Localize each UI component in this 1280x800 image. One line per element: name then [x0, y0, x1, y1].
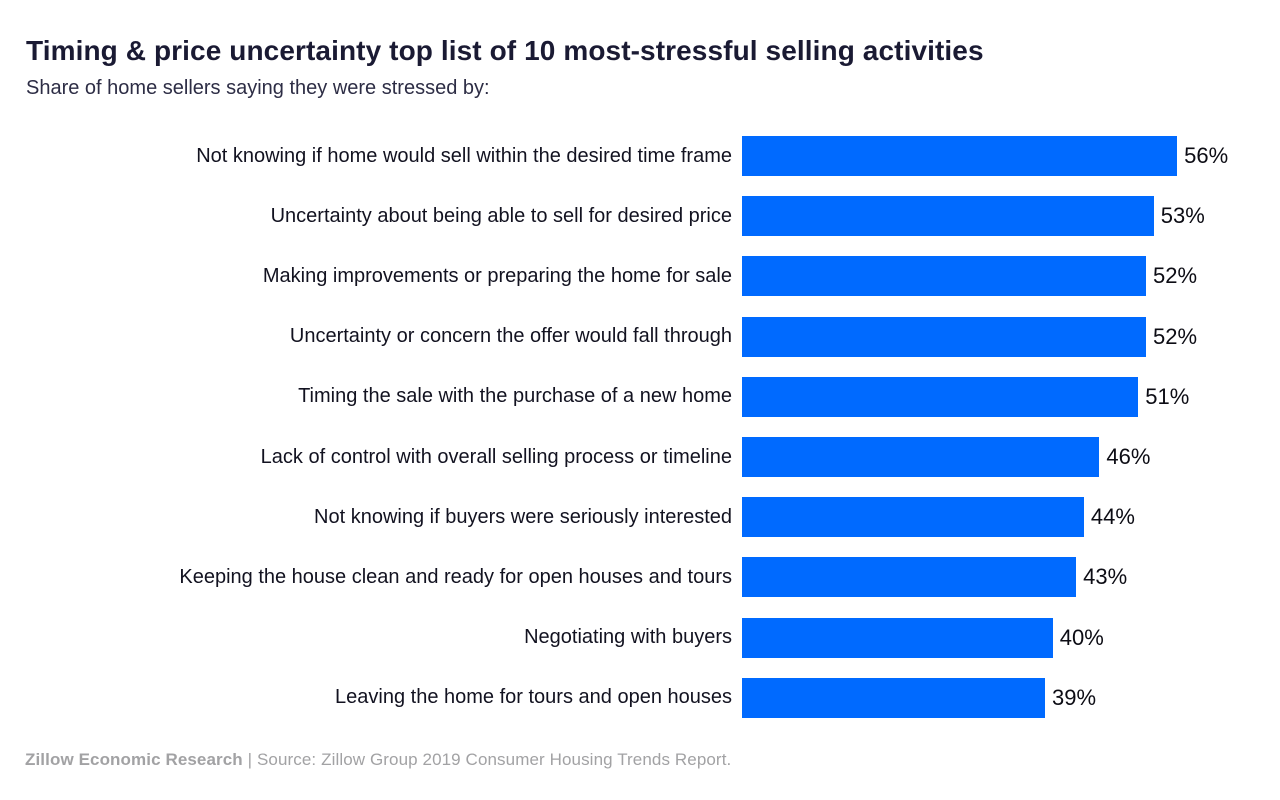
bar-chart: Not knowing if home would sell within th… [26, 126, 1254, 728]
chart-subtitle: Share of home sellers saying they were s… [26, 76, 490, 99]
chart-footer: Zillow Economic Research | Source: Zillo… [25, 750, 731, 770]
footer-separator: | [242, 750, 257, 769]
bar-value: 53% [1160, 203, 1205, 229]
bar-label: Not knowing if home would sell within th… [196, 144, 732, 167]
bar-value: 43% [1083, 564, 1128, 590]
bar [742, 437, 1100, 478]
bar [742, 376, 1139, 417]
bar-label: Keeping the house clean and ready for op… [179, 565, 732, 588]
bar-label: Not knowing if buyers were seriously int… [314, 505, 732, 528]
bar-row: Uncertainty about being able to sell for… [26, 186, 1254, 246]
bar-value: 44% [1090, 504, 1135, 530]
bar-value: 52% [1153, 323, 1198, 349]
chart-header: Timing & price uncertainty top list of 1… [26, 34, 1256, 100]
bar-value: 52% [1153, 263, 1198, 289]
bar-label: Lack of control with overall selling pro… [260, 445, 732, 468]
bar-value: 51% [1145, 383, 1190, 409]
bar-row: Not knowing if home would sell within th… [26, 126, 1254, 186]
bar-row: Lack of control with overall selling pro… [26, 427, 1254, 487]
footer-source: Source: Zillow Group 2019 Consumer Housi… [256, 750, 732, 769]
bar [742, 196, 1154, 237]
bar [742, 316, 1146, 357]
bar-row: Leaving the home for tours and open hous… [26, 668, 1254, 728]
bar [742, 617, 1053, 658]
bar [742, 557, 1077, 598]
bar-label: Negotiating with buyers [524, 626, 732, 649]
footer-brand: Zillow Economic Research [25, 750, 243, 769]
bar [742, 677, 1045, 718]
bar-label: Uncertainty or concern the offer would f… [289, 325, 732, 348]
bar-label: Making improvements or preparing the hom… [262, 264, 732, 287]
bar-label: Uncertainty about being able to sell for… [270, 204, 732, 227]
bar-value: 40% [1059, 624, 1104, 650]
bar [742, 256, 1146, 297]
bar-label: Timing the sale with the purchase of a n… [298, 385, 732, 408]
bar-row: Not knowing if buyers were seriously int… [26, 487, 1254, 547]
bar-row: Timing the sale with the purchase of a n… [26, 367, 1254, 427]
bar-value: 39% [1052, 684, 1097, 710]
bar-value: 46% [1106, 444, 1151, 470]
bar-value: 56% [1184, 143, 1229, 169]
bar [742, 136, 1178, 177]
bar-row: Uncertainty or concern the offer would f… [26, 307, 1254, 367]
bar-label: Leaving the home for tours and open hous… [335, 686, 732, 709]
bar-row: Keeping the house clean and ready for op… [26, 547, 1254, 607]
chart-title: Timing & price uncertainty top list of 1… [26, 35, 984, 66]
bar [742, 497, 1084, 538]
bar-row: Negotiating with buyers 40% [26, 608, 1254, 668]
bar-row: Making improvements or preparing the hom… [26, 246, 1254, 306]
